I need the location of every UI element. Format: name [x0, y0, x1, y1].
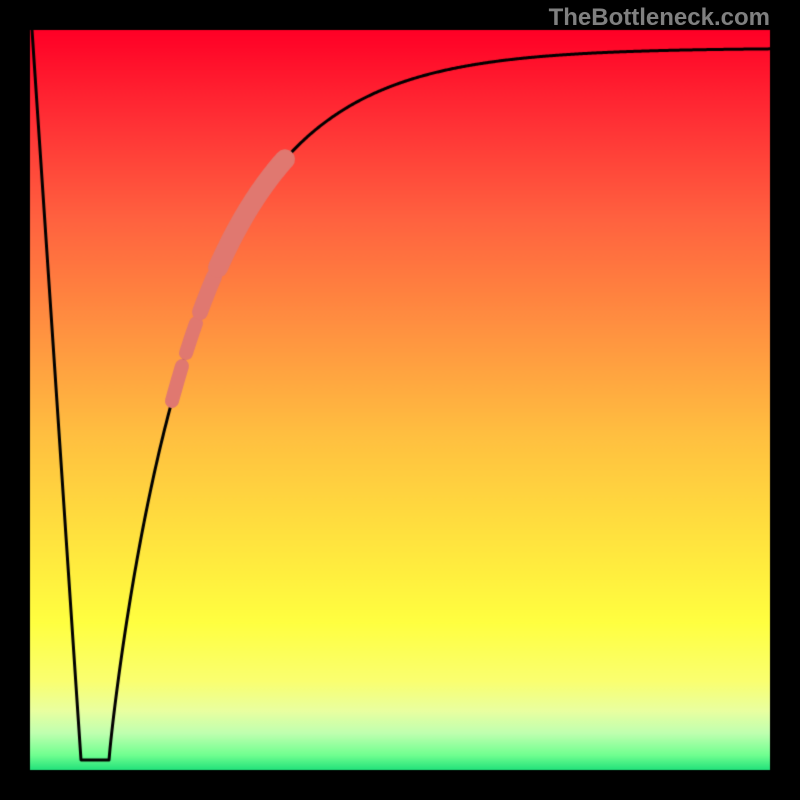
- chart-container: TheBottleneck.com: [0, 0, 800, 800]
- chart-plot: [0, 0, 800, 800]
